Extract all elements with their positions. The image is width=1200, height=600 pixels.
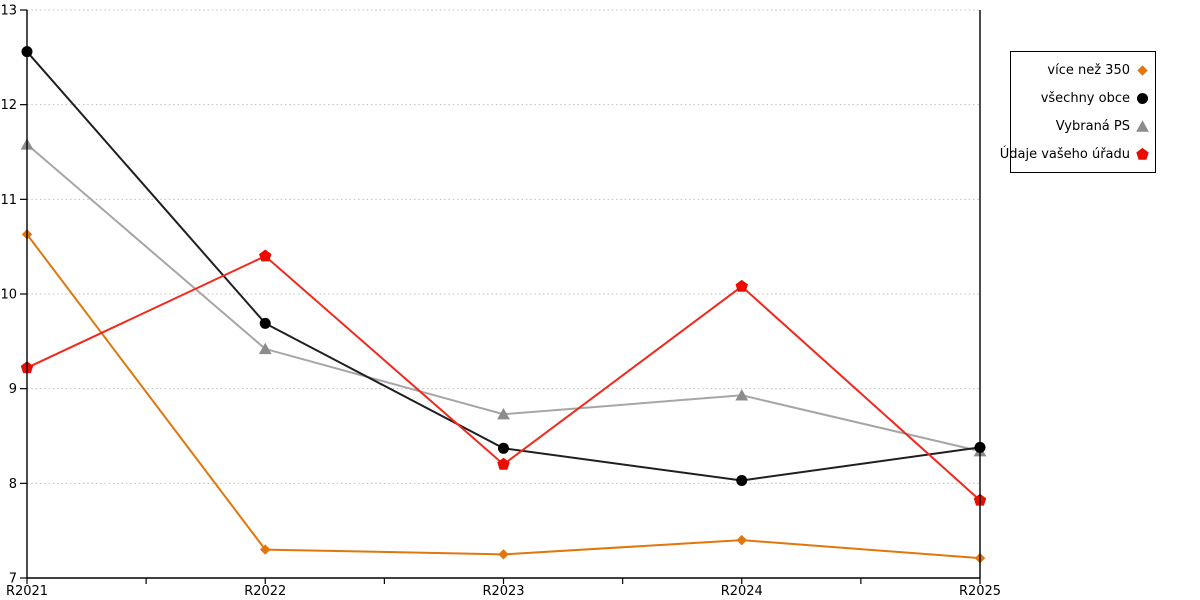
legend-diamond-marker <box>1137 64 1148 76</box>
triangle-icon <box>1136 119 1149 132</box>
circle-icon <box>1137 92 1148 104</box>
data-point-triangle-R2023 <box>497 408 510 420</box>
legend-item-label: Údaje vašeho úřadu <box>999 146 1130 162</box>
x-tick-label: R2024 <box>721 584 763 599</box>
data-point-diamond-R2023 <box>498 549 509 560</box>
data-point-diamond-R2022 <box>260 544 271 555</box>
legend-item: Údaje vašeho úřadu <box>1000 140 1150 168</box>
legend-item: všechny obce <box>1015 84 1150 112</box>
y-tick-label: 11 <box>0 193 17 208</box>
legend-circle-marker <box>1137 92 1148 104</box>
chart-legend: více než 350 všechny obce Vybraná PS Údaje … <box>1000 51 1156 173</box>
data-point-triangle-R2024 <box>735 389 749 401</box>
legend-triangle-marker <box>1136 119 1149 132</box>
legend-pentagon-marker <box>1136 147 1149 160</box>
y-tick-label: 13 <box>0 4 17 19</box>
data-point-circle-R2023 <box>498 442 509 454</box>
y-tick-label: 12 <box>0 98 17 113</box>
data-point-pentagon-R2023 <box>497 457 510 470</box>
x-tick-label: R2025 <box>959 584 1001 599</box>
series-line-diamond <box>26 233 981 560</box>
legend-item: Vybraná PS <box>1015 112 1150 140</box>
x-tick-label: R2023 <box>482 584 524 599</box>
pentagon-icon <box>1136 147 1149 160</box>
legend-item-label: všechny obce <box>1040 90 1130 106</box>
y-tick-label: 9 <box>9 382 17 397</box>
legend-item: více než 350 <box>1015 56 1150 84</box>
y-tick-label: 10 <box>0 288 17 303</box>
x-tick-label: R2022 <box>244 584 286 599</box>
data-point-diamond-R2024 <box>736 534 747 546</box>
legend-item-label: Vybraná PS <box>1055 118 1130 134</box>
data-point-pentagon-R2024 <box>735 279 748 292</box>
diamond-icon <box>1137 64 1148 76</box>
data-point-circle-R2024 <box>736 474 748 486</box>
series-line-triangle <box>26 143 981 453</box>
data-point-triangle-R2022 <box>258 342 272 355</box>
data-point-pentagon-R2022 <box>259 249 272 262</box>
x-tick-label: R2021 <box>6 584 48 599</box>
legend-item-label: více než 350 <box>1047 62 1130 78</box>
y-tick-label: 8 <box>9 477 17 492</box>
data-point-circle-R2022 <box>259 317 271 329</box>
y-tick-label: 7 <box>9 572 17 587</box>
